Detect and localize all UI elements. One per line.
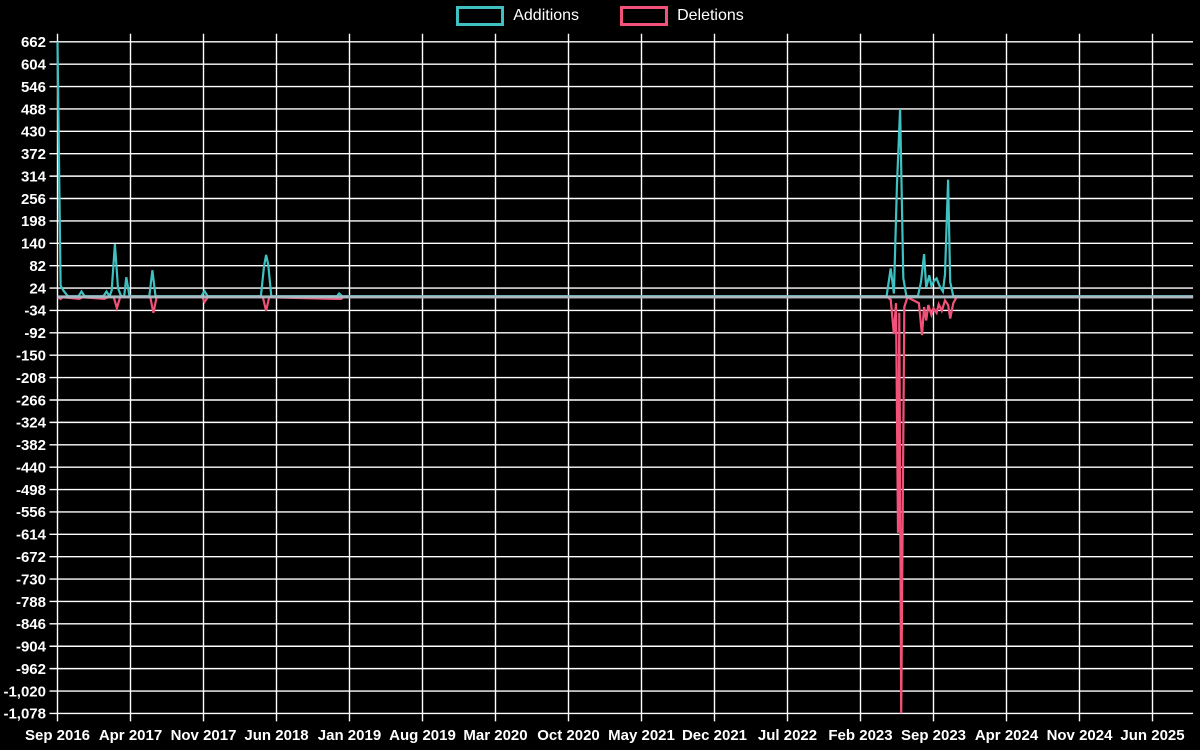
x-tick-label: Nov 2017 bbox=[171, 727, 237, 744]
deletions-line bbox=[56, 295, 1194, 714]
y-tick-label: -440 bbox=[16, 459, 46, 476]
deletions-swatch-icon bbox=[620, 6, 669, 26]
y-tick-label: 198 bbox=[21, 213, 46, 230]
x-tick-label: Jun 2018 bbox=[244, 727, 308, 744]
x-tick-label: Apr 2024 bbox=[975, 727, 1039, 744]
x-tick-label: Oct 2020 bbox=[537, 727, 600, 744]
y-tick-label: 604 bbox=[21, 56, 47, 73]
x-tick-label: Jan 2019 bbox=[318, 727, 381, 744]
y-tick-label: -150 bbox=[16, 348, 46, 365]
y-tick-label: -962 bbox=[16, 661, 46, 678]
y-tick-label: 662 bbox=[21, 34, 46, 51]
x-axis-labels: Sep 2016 Apr 2017 Nov 2017 Jun 2018 Jan 2019… bbox=[25, 727, 1185, 744]
y-tick-label: -1,078 bbox=[3, 706, 46, 723]
additions-swatch-icon bbox=[456, 6, 505, 26]
y-tick-label: 488 bbox=[21, 101, 46, 118]
y-tick-label: -730 bbox=[16, 571, 46, 588]
x-tick-label: Sep 2023 bbox=[901, 727, 966, 744]
legend: Additions Deletions bbox=[0, 6, 1200, 26]
y-tick-label: -672 bbox=[16, 549, 46, 566]
x-tick-label: Dec 2021 bbox=[682, 727, 747, 744]
y-tick-label: 140 bbox=[21, 236, 46, 253]
y-tick-label: -788 bbox=[16, 594, 46, 611]
x-tick-label: Aug 2019 bbox=[389, 727, 456, 744]
y-tick-label: -92 bbox=[24, 325, 46, 342]
legend-label-additions: Additions bbox=[513, 7, 580, 24]
series-lines bbox=[56, 41, 1194, 714]
y-tick-label: -614 bbox=[16, 527, 47, 544]
x-tick-label: May 2021 bbox=[608, 727, 675, 744]
y-tick-label: 314 bbox=[21, 168, 47, 185]
y-tick-label: -208 bbox=[16, 370, 46, 387]
legend-item-additions[interactable]: Additions bbox=[456, 6, 579, 26]
y-tick-label: 546 bbox=[21, 79, 46, 96]
y-tick-label: -556 bbox=[16, 504, 46, 521]
y-axis-labels: 662 604 546 488 430 372 314 256 198 140 82 24 -34 -92… bbox=[3, 34, 46, 723]
y-tick-label: 430 bbox=[21, 124, 46, 141]
x-tick-label: Nov 2024 bbox=[1047, 727, 1114, 744]
x-tick-label: Jul 2022 bbox=[758, 727, 817, 744]
legend-label-deletions: Deletions bbox=[677, 7, 744, 24]
x-tick-label: Jun 2025 bbox=[1120, 727, 1184, 744]
y-tick-label: -324 bbox=[16, 415, 47, 432]
y-tick-label: -904 bbox=[16, 639, 47, 656]
y-tick-label: -498 bbox=[16, 482, 46, 499]
x-tick-label: Mar 2020 bbox=[463, 727, 527, 744]
additions-line bbox=[56, 41, 1194, 299]
x-tick-label: Apr 2017 bbox=[99, 727, 162, 744]
x-tick-label: Feb 2023 bbox=[828, 727, 892, 744]
y-tick-label: 82 bbox=[29, 258, 46, 275]
y-tick-label: -846 bbox=[16, 616, 46, 633]
y-tick-label: -266 bbox=[16, 392, 46, 409]
y-tick-label: -382 bbox=[16, 437, 46, 454]
y-tick-label: 372 bbox=[21, 146, 46, 163]
y-tick-label: 24 bbox=[29, 280, 46, 297]
x-tick-label: Sep 2016 bbox=[25, 727, 90, 744]
y-tick-label: 256 bbox=[21, 191, 46, 208]
gridlines bbox=[49, 33, 1193, 722]
legend-item-deletions[interactable]: Deletions bbox=[620, 6, 744, 26]
y-tick-label: -34 bbox=[24, 303, 46, 320]
y-tick-label: -1,020 bbox=[3, 683, 46, 700]
